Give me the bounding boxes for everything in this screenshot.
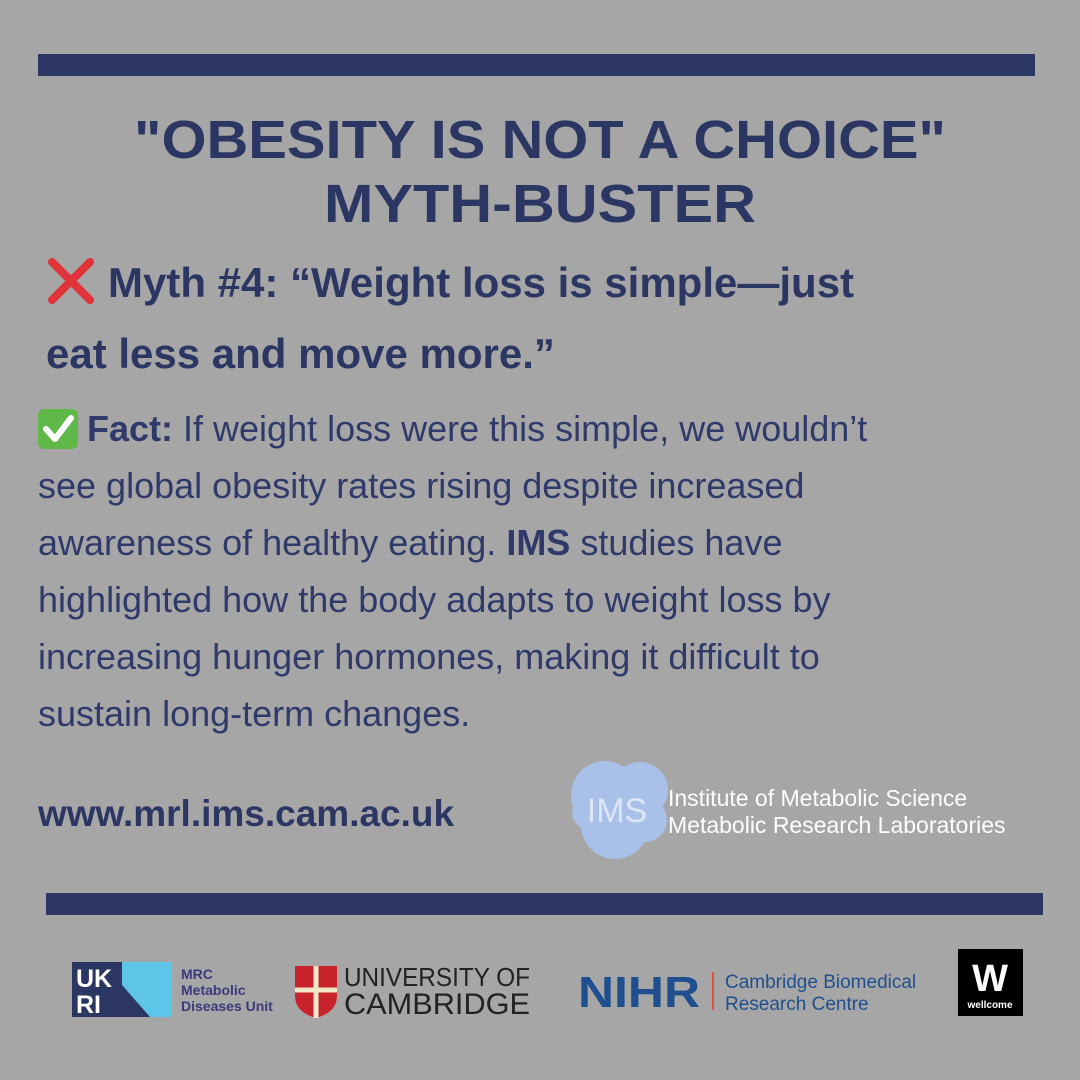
- nihr-line: Cambridge Biomedical: [725, 972, 916, 993]
- nihr-line: Research Centre: [725, 994, 869, 1015]
- fact-line: sustain long-term changes.: [38, 693, 470, 734]
- fact-segment: sustain long-term changes.: [38, 693, 470, 734]
- fact-line: highlighted how the body adapts to weigh…: [38, 579, 831, 620]
- ims-line: Metabolic Research Laboratories: [668, 812, 1006, 838]
- fact-segment: Fact:: [87, 408, 173, 449]
- fact-segment: studies have: [570, 522, 782, 563]
- check-icon-tick: [43, 415, 74, 442]
- fact-segment: highlighted how the body adapts to weigh…: [38, 579, 831, 620]
- mrc: MRC Metabolic Diseases Unit: [181, 966, 273, 1014]
- fact-line: see global obesity rates rising despite …: [38, 465, 804, 506]
- cambridge-cross: [295, 966, 337, 1018]
- myth: Myth #4: “Weight loss is simple—just eat …: [46, 259, 854, 377]
- ims-mark: IMS: [587, 792, 647, 830]
- myth-line: Myth #4: “Weight loss is simple—just: [108, 259, 854, 306]
- ukri-mark: UK: [76, 965, 112, 993]
- fact-segment: If weight loss were this simple, we woul…: [173, 408, 867, 449]
- wellcome-name: wellcome: [966, 1000, 1012, 1011]
- ukri-shape: [122, 962, 172, 1017]
- fact-segment: increasing hunger hormones, making it di…: [38, 636, 820, 677]
- mrc-line: MRC: [181, 966, 213, 982]
- mrc-line: Metabolic: [181, 982, 246, 998]
- fact-line: increasing hunger hormones, making it di…: [38, 636, 820, 677]
- title-line: MYTH-BUSTER: [324, 174, 756, 234]
- website: www.mrl.ims.cam.ac.uk: [37, 793, 455, 834]
- wellcome-mark: W: [972, 958, 1008, 1000]
- bottom-rule: [46, 893, 1043, 915]
- nihr-mark: NIHR: [578, 968, 700, 1017]
- ims-cloud: [571, 761, 668, 859]
- myth-line: eat less and move more.”: [46, 330, 555, 377]
- mrc-line: Diseases Unit: [181, 998, 273, 1014]
- title: "OBESITY IS NOT A CHOICE" MYTH-BUSTER: [134, 110, 946, 234]
- fact-segment: IMS: [506, 522, 570, 563]
- fact-line: awareness of healthy eating. IMS studies…: [38, 522, 782, 563]
- top-rule: [38, 54, 1035, 76]
- cambridge-line: UNIVERSITY OF: [344, 962, 530, 992]
- fact-segment: awareness of healthy eating.: [38, 522, 506, 563]
- fact: Fact: If weight loss were this simple, w…: [38, 408, 867, 734]
- ukri-mark: RI: [76, 991, 101, 1019]
- fact-line: Fact: If weight loss were this simple, w…: [87, 408, 867, 449]
- cambridge-line: CAMBRIDGE: [344, 988, 530, 1021]
- fact-segment: see global obesity rates rising despite …: [38, 465, 804, 506]
- ims-line: Institute of Metabolic Science: [668, 785, 967, 811]
- wellcome-box: [958, 949, 1023, 1016]
- cross-icon: [48, 258, 94, 304]
- title-line: "OBESITY IS NOT A CHOICE": [134, 110, 946, 170]
